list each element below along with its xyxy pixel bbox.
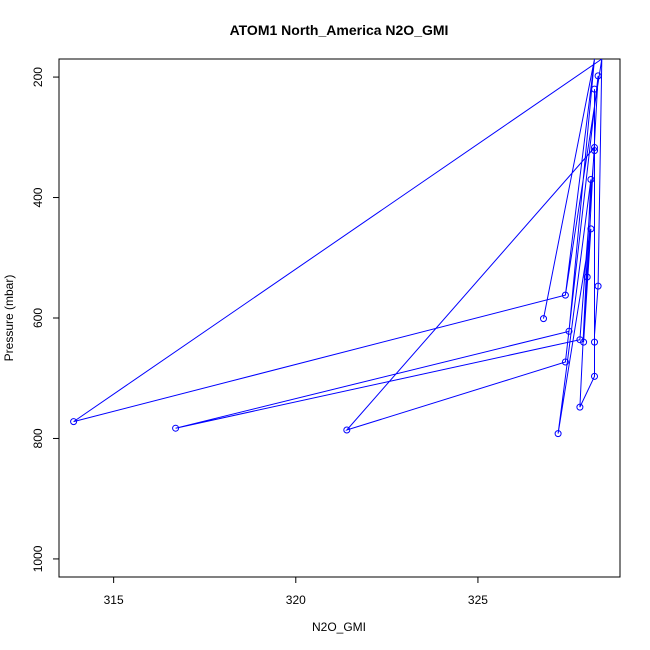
data-point <box>594 72 602 80</box>
x-tick-label: 320 <box>286 593 306 607</box>
y-tick-label: 200 <box>31 67 45 87</box>
plot-area <box>70 59 603 438</box>
y-tick-label: 400 <box>31 187 45 207</box>
data-point <box>580 338 588 346</box>
data-point <box>576 336 584 344</box>
data-point <box>591 372 598 380</box>
data-point <box>565 327 573 335</box>
data-point <box>561 291 569 299</box>
y-axis-label: Pressure (mbar) <box>2 275 16 362</box>
x-tick-label: 325 <box>468 593 488 607</box>
data-point <box>70 418 78 426</box>
data-point <box>576 403 584 411</box>
data-point <box>561 358 569 366</box>
data-point <box>591 85 598 93</box>
data-point <box>591 338 598 346</box>
series-group <box>70 59 603 438</box>
y-tick-label: 600 <box>31 308 45 328</box>
data-point <box>554 430 562 438</box>
data-point <box>172 424 180 432</box>
data-point <box>587 225 595 233</box>
data-point <box>591 147 598 155</box>
series-line <box>73 59 603 434</box>
y-tick-label: 800 <box>31 428 45 448</box>
data-point <box>540 315 547 323</box>
data-point <box>591 144 598 151</box>
data-point <box>583 273 591 281</box>
x-axis-label: N2O_GMI <box>312 620 366 634</box>
x-axis: 315 320 325 <box>104 577 488 607</box>
y-axis: 200 400 600 800 1000 <box>31 67 59 572</box>
data-point <box>343 426 351 434</box>
data-point <box>587 176 595 183</box>
y-tick-label: 1000 <box>31 545 45 572</box>
data-point <box>594 282 602 290</box>
chart-title: ATOM1 North_America N2O_GMI <box>230 22 449 38</box>
x-tick-label: 315 <box>104 593 124 607</box>
